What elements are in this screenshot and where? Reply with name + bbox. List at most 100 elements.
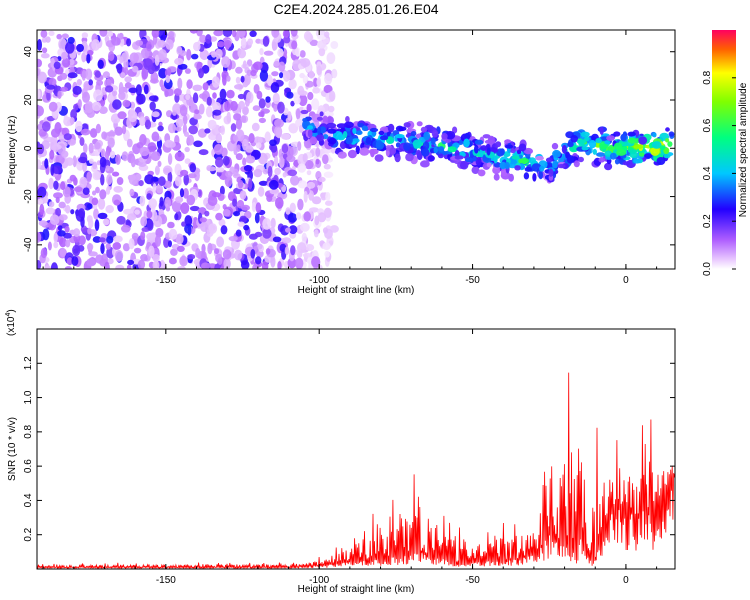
noise-blob (237, 221, 245, 227)
noise-blob (200, 221, 209, 232)
noise-blob (176, 245, 185, 252)
noise-blob (237, 93, 245, 100)
noise-blob (193, 41, 201, 52)
noise-blob (65, 239, 71, 248)
noise-blob (193, 114, 202, 120)
noise-blob (184, 131, 189, 137)
noise-blob (251, 202, 257, 212)
noise-blob (318, 176, 326, 183)
ridge-blob (316, 116, 323, 121)
ridge-blob (486, 162, 492, 168)
noise-blob (48, 101, 58, 112)
noise-blob (131, 232, 139, 240)
noise-blob (256, 90, 263, 100)
noise-blob (290, 30, 298, 37)
noise-blob (132, 65, 139, 73)
ridge-blob (447, 146, 457, 153)
noise-blob (301, 232, 307, 243)
noise-blob (329, 90, 336, 102)
noise-blob (116, 177, 124, 185)
noise-blob (226, 111, 231, 124)
noise-blob (148, 198, 158, 209)
noise-blob (225, 170, 233, 178)
noise-blob (140, 216, 148, 227)
noise-blob (114, 250, 124, 262)
noise-blob (324, 250, 330, 258)
ridge-blob (518, 143, 527, 152)
noise-blob (235, 66, 243, 74)
noise-blob (174, 176, 182, 187)
noise-blob (151, 30, 160, 38)
noise-blob (277, 101, 285, 114)
noise-blob (275, 127, 282, 139)
ridge-blob (365, 137, 372, 144)
noise-blob (129, 188, 135, 197)
noise-blob (232, 134, 238, 142)
ridge-blob (368, 148, 379, 155)
noise-blob (143, 58, 153, 70)
noise-blob (56, 33, 62, 40)
noise-blob (206, 96, 212, 106)
ridge-blob (480, 145, 488, 151)
noise-blob (65, 41, 75, 54)
noise-blob (300, 222, 310, 232)
ridge-blob (633, 158, 641, 164)
noise-blob (271, 71, 279, 77)
noise-blob (171, 200, 182, 213)
noise-blob (194, 169, 200, 182)
noise-blob (86, 171, 92, 183)
noise-blob (107, 258, 114, 265)
noise-blob (280, 157, 285, 165)
noise-blob (180, 169, 189, 176)
noise-blob (66, 257, 73, 266)
ridge-blob (535, 155, 544, 161)
noise-blob (154, 54, 160, 66)
ridge-blob (420, 126, 428, 133)
noise-blob (240, 75, 245, 83)
noise-blob (37, 39, 42, 51)
noise-blob (324, 31, 330, 38)
x-tick-label: 0 (623, 575, 629, 586)
noise-blob (40, 247, 48, 259)
ridge-blob (315, 134, 325, 142)
noise-blob (198, 149, 209, 156)
noise-blob (147, 219, 154, 231)
ridge-blob (650, 147, 660, 156)
ridge-blob (545, 157, 553, 163)
noise-blob (37, 231, 42, 243)
ridge-blob (663, 147, 670, 155)
noise-blob (248, 133, 255, 144)
ridge-blob (356, 130, 363, 135)
x-tick-label: 0 (623, 275, 629, 286)
noise-blob (212, 109, 222, 116)
ridge-blob (474, 139, 484, 145)
ridge-blob (445, 130, 456, 140)
noise-blob (61, 33, 69, 39)
noise-blob (159, 259, 165, 269)
noise-blob (135, 40, 144, 46)
noise-blob (156, 184, 163, 194)
noise-blob (148, 95, 159, 102)
noise-blob (167, 141, 176, 148)
noise-blob (146, 193, 152, 200)
noise-blob (115, 264, 125, 269)
noise-blob (268, 179, 279, 190)
noise-blob (265, 248, 271, 255)
noise-blob (83, 143, 88, 154)
ridge-blob (659, 145, 666, 151)
noise-blob (285, 207, 291, 215)
noise-blob (48, 201, 55, 208)
noise-blob (53, 241, 59, 249)
noise-blob (212, 101, 222, 112)
noise-blob (163, 237, 170, 248)
noise-blob (284, 246, 290, 255)
noise-blob (253, 61, 263, 70)
noise-blob (107, 137, 115, 148)
ridge-blob (620, 133, 627, 142)
noise-blob (81, 52, 87, 63)
colorbar-tick-label: 0.0 (702, 262, 713, 276)
ridge-blob (580, 131, 590, 138)
noise-blob (331, 68, 338, 79)
noise-blob (83, 81, 91, 91)
noise-blob (105, 205, 114, 214)
